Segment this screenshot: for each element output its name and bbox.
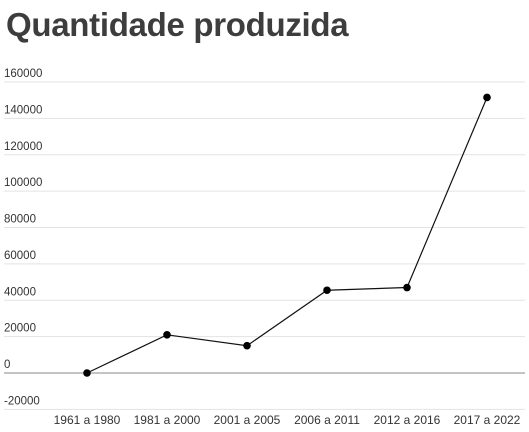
x-tick-label: 2006 a 2011	[294, 413, 360, 427]
data-point	[403, 283, 411, 292]
series	[83, 93, 491, 377]
x-tick-label: 2017 a 2022	[454, 413, 521, 427]
x-axis-ticks: 1961 a 1980 1981 a 2000 2001 a 2005 2006 a …	[54, 413, 521, 427]
data-point	[83, 369, 91, 377]
y-tick-label: 0	[4, 359, 10, 371]
x-tick-label: 2012 a 2016	[374, 413, 441, 427]
y-tick-label: 100000	[4, 177, 42, 189]
x-tick-label: 1961 a 1980	[54, 413, 121, 427]
y-tick-label: 120000	[4, 141, 42, 153]
gridlines	[4, 81, 525, 410]
y-tick-label: 80000	[4, 214, 36, 226]
x-tick-label: 2001 a 2005	[214, 413, 281, 427]
x-tick-label: 1981 a 2000	[134, 413, 201, 427]
y-tick-label: 60000	[4, 250, 36, 262]
y-tick-label: 140000	[4, 104, 42, 116]
chart-title: Quantidade produzida	[6, 6, 349, 43]
y-tick-label: 160000	[4, 68, 42, 80]
data-point	[483, 93, 491, 102]
y-axis-ticks: -20000 0 20000 40000 60000 80000 100000 120000 1…	[4, 68, 42, 407]
data-point	[163, 331, 171, 339]
data-point	[323, 286, 331, 295]
data-point	[243, 341, 251, 350]
y-tick-label: 20000	[4, 323, 36, 335]
y-tick-label: -20000	[4, 395, 40, 407]
series-line	[86, 97, 488, 374]
y-tick-label: 40000	[4, 286, 36, 298]
